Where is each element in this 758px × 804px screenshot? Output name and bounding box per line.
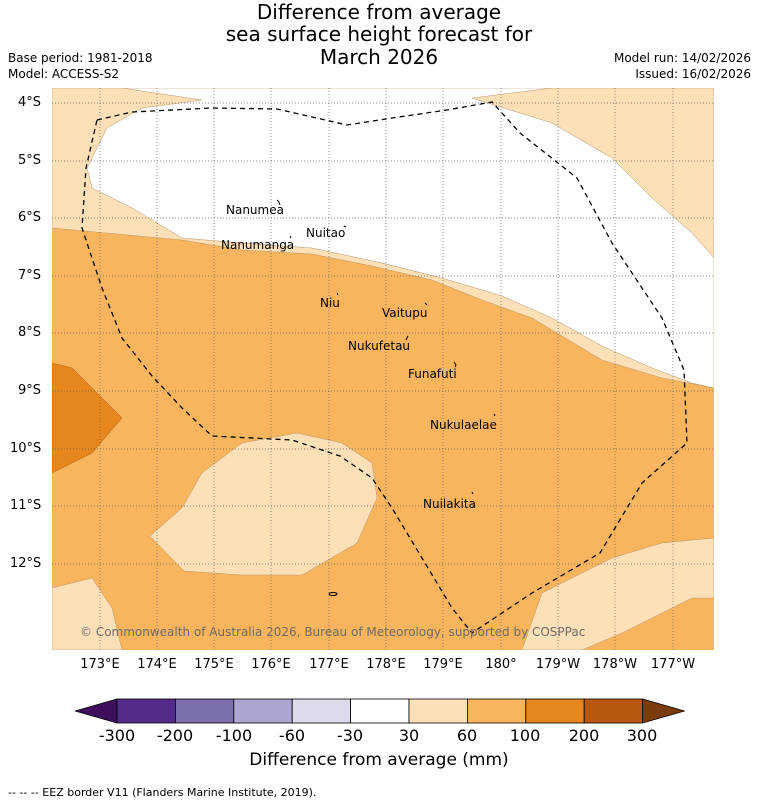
island-label-nanumanga: Nanumanga — [221, 238, 294, 252]
colorbar-tick-60: 60 — [456, 726, 478, 745]
x-tick-label-178w: 178°W — [592, 657, 638, 672]
colorbar-segment — [350, 698, 410, 724]
colorbar-tick-200: 200 — [568, 726, 600, 745]
colorbar-tick-300: 300 — [626, 726, 658, 745]
y-tick-label-6s: 6°S — [18, 210, 42, 225]
model-run-label: Model run: 14/02/2026 — [613, 51, 751, 65]
island-markers — [276, 199, 496, 596]
map-panel: Nanumea Nuitao Nanumanga Niu Vaitupu Nuk… — [52, 88, 714, 650]
map-svg: Nanumea Nuitao Nanumanga Niu Vaitupu Nuk… — [52, 88, 714, 650]
x-tick-label-174e: 174°E — [137, 657, 177, 672]
model-label: Model: ACCESS-S2 — [8, 67, 120, 81]
y-tick-label-7s: 7°S — [18, 268, 42, 283]
x-tick-label-177e: 177°E — [309, 657, 349, 672]
island-label-niu: Niu — [320, 296, 340, 310]
shading-100-200 — [52, 362, 123, 474]
graticule — [52, 88, 714, 650]
island-label-vaitupu: Vaitupu — [382, 306, 428, 320]
island-marker-nuilakita — [471, 491, 474, 495]
island-marker-nanumea — [276, 199, 281, 206]
x-tick-label-176e: 176°E — [251, 657, 291, 672]
x-tick-label-173e: 173°E — [80, 657, 120, 672]
x-tick-label-179w: 179°W — [535, 657, 581, 672]
x-tick-label-178e: 178°E — [366, 657, 406, 672]
colorbar-segment — [291, 698, 351, 724]
colorbar-segment — [233, 698, 293, 724]
y-tick-label-5s: 5°S — [18, 153, 42, 168]
y-tick-label-11s: 11°S — [10, 498, 42, 513]
colorbar-title: Difference from average (mm) — [249, 750, 509, 770]
issued-label: Issued: 16/02/2026 — [635, 67, 751, 81]
island-marker-nuitao — [343, 225, 347, 228]
colorbar-segment — [408, 698, 468, 724]
eez-footnote: -- -- -- EEZ border V11 (Flanders Marine… — [8, 786, 317, 799]
chart-title-line-1: Difference from average — [256, 0, 502, 24]
colorbar-tick-m60: -60 — [278, 726, 306, 745]
y-tick-label-4s: 4°S — [18, 95, 42, 110]
x-tick-label-180: 180° — [485, 657, 517, 672]
island-label-nukufetau: Nukufetau — [348, 339, 410, 353]
colorbar-tick-100: 100 — [509, 726, 541, 745]
shading-30-60-se — [521, 537, 714, 650]
colorbar-tick-30: 30 — [398, 726, 420, 745]
copyright-text: © Commonwealth of Australia 2026, Bureau… — [80, 625, 585, 639]
x-tick-label-175e: 175°E — [194, 657, 234, 672]
eez-border — [81, 101, 688, 634]
colorbar-segment — [583, 698, 644, 724]
y-tick-label-12s: 12°S — [10, 556, 42, 571]
island-label-funafuti: Funafuti — [408, 367, 457, 381]
colorbar-tick-m100: -100 — [215, 726, 253, 745]
y-tick-label-10s: 10°S — [10, 441, 42, 456]
colorbar-tick-m200: -200 — [156, 726, 194, 745]
colorbar-arrow-high — [642, 698, 685, 724]
base-period-label: Base period: 1981-2018 — [8, 51, 153, 65]
x-tick-label-179e: 179°E — [423, 657, 463, 672]
x-tick-label-177w: 177°W — [650, 657, 696, 672]
reef-marker — [328, 592, 338, 596]
island-label-nanumea: Nanumea — [226, 203, 284, 217]
colorbar — [75, 698, 685, 724]
island-marker-nukulaelae — [493, 413, 496, 417]
island-marker-funafuti — [453, 361, 457, 368]
island-label-nuilakita: Nuilakita — [423, 497, 476, 511]
island-marker-nukufetau — [405, 335, 409, 341]
colorbar-tick-m300: -300 — [98, 726, 136, 745]
colorbar-tick-m30: -30 — [336, 726, 364, 745]
shading-30-60-south — [149, 432, 378, 576]
shading-30-60-sw — [52, 577, 123, 650]
chart-title-line-2: sea surface height forecast for — [225, 22, 533, 46]
colorbar-segment — [116, 698, 176, 724]
island-label-nukulaelae: Nukulaelae — [430, 418, 497, 432]
colorbar-segment — [175, 698, 235, 724]
chart-title-line-3: March 2026 — [319, 45, 439, 69]
colorbar-arrow-low — [75, 698, 118, 724]
colorbar-segment — [466, 698, 527, 724]
island-label-nuitao: Nuitao — [306, 226, 345, 240]
island-marker-niu — [336, 292, 339, 296]
colorbar-segment — [525, 698, 585, 724]
y-tick-label-8s: 8°S — [18, 325, 42, 340]
y-tick-label-9s: 9°S — [18, 383, 42, 398]
island-marker-vaitupu — [424, 302, 428, 306]
island-marker-nanumanga — [289, 235, 292, 239]
